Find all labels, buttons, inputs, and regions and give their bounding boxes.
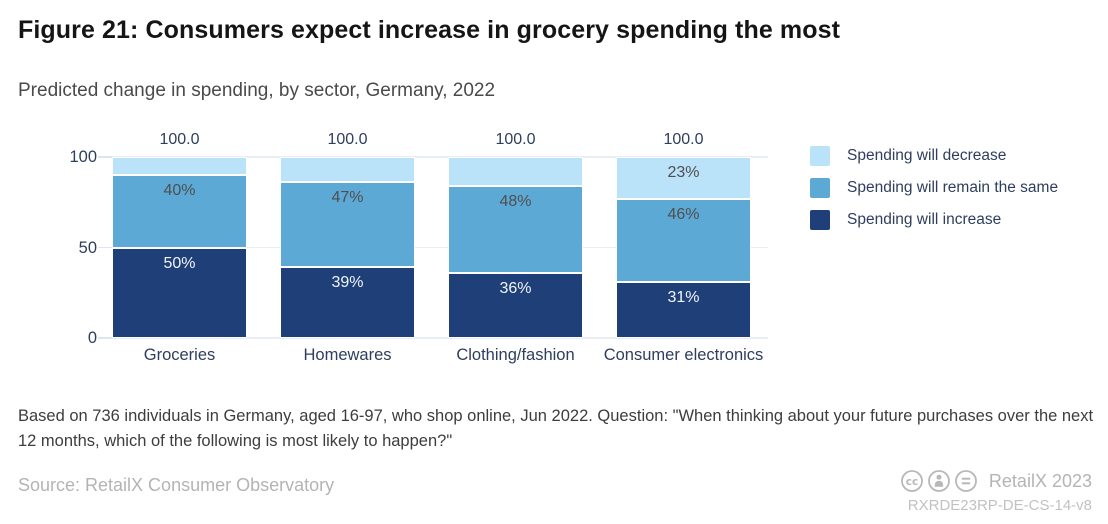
bar-stack: 31% 46% 23% [616, 157, 751, 338]
x-axis-category-label: Homewares [303, 346, 392, 364]
bar-segment-label: 48% [499, 192, 532, 210]
bar-segment: 23% [616, 157, 751, 199]
bar-segment-label: 40% [163, 182, 196, 200]
footnote-text: Based on 736 individuals in Germany, age… [18, 407, 1094, 450]
bar-total-label: 100.0 [663, 131, 704, 148]
footer-right: cc RetailX 2023 RXRDE23RP-DE-CS-14-v8 [900, 468, 1092, 514]
bar-segment: 46% [616, 198, 751, 282]
bar-segment-label: 47% [331, 189, 364, 207]
legend-label: Spending will increase [847, 211, 1002, 228]
bar-segment [112, 157, 247, 176]
y-axis-tick-label: 100 [69, 148, 97, 166]
bar-segment-label: 23% [667, 164, 700, 182]
bar-segment: 31% [616, 281, 751, 338]
bar-segment: 50% [112, 247, 247, 338]
figure-subtitle: Predicted change in spending, by sector,… [18, 80, 496, 101]
bar-segment: 39% [280, 267, 415, 338]
legend-label: Spending will decrease [847, 147, 1007, 164]
x-axis-category-label: Clothing/fashion [456, 346, 575, 364]
bar-segment [448, 157, 583, 186]
legend-swatch [810, 146, 830, 166]
bar-total-label: 100.0 [159, 131, 200, 148]
bar-segment-label: 39% [331, 274, 364, 292]
bar-segment: 48% [448, 185, 583, 273]
bar-total-label: 100.0 [495, 131, 536, 148]
bar-stack: 39% 47% [280, 157, 415, 338]
y-axis-tick-mark [98, 156, 112, 158]
legend-swatch [810, 178, 830, 198]
bar-total-label: 100.0 [327, 131, 368, 148]
chart-legend: Spending will decrease Spending will rema… [810, 146, 1058, 230]
bar-segment-label: 31% [667, 288, 700, 306]
bar-segment: 47% [280, 182, 415, 268]
reference-code: RXRDE23RP-DE-CS-14-v8 [907, 497, 1092, 514]
bar-segment: 40% [112, 175, 247, 248]
legend-label: Spending will remain the same [847, 179, 1059, 196]
bar-stack: 36% 48% [448, 157, 583, 338]
bar-segment-label: 50% [163, 254, 196, 272]
source-text: Source: RetailX Consumer Observatory [18, 475, 335, 495]
y-axis-tick-mark [98, 246, 112, 249]
gridline [112, 156, 768, 158]
y-axis-tick-mark [98, 337, 112, 339]
bar-stack: 50% 40% [112, 157, 247, 338]
y-axis-tick-label: 0 [87, 329, 97, 347]
x-axis-category-label: Groceries [143, 346, 216, 364]
bar-segment [280, 157, 415, 183]
y-axis-tick-label: 50 [78, 238, 97, 257]
legend-swatch [810, 210, 830, 230]
x-axis-category-label: Consumer electronics [603, 346, 764, 364]
legend-item: Spending will remain the same [810, 178, 1058, 198]
bar-segment-label: 46% [667, 205, 700, 223]
figure-title: Figure 21: Consumers expect increase in … [18, 16, 841, 44]
gridline [112, 246, 768, 249]
gridline [112, 337, 768, 339]
legend-item: Spending will increase [810, 210, 1058, 230]
bar-segment: 36% [448, 272, 583, 338]
cc-nd-icon [955, 470, 977, 492]
svg-text:cc: cc [906, 476, 918, 488]
legend-item: Spending will decrease [810, 146, 1058, 166]
cc-by-icon [928, 470, 950, 492]
cc-icon: cc [901, 470, 923, 492]
cc-license-icons: cc [901, 470, 977, 492]
bar-segment-label: 36% [499, 279, 532, 297]
brand-text: RetailX 2023 [988, 470, 1092, 491]
